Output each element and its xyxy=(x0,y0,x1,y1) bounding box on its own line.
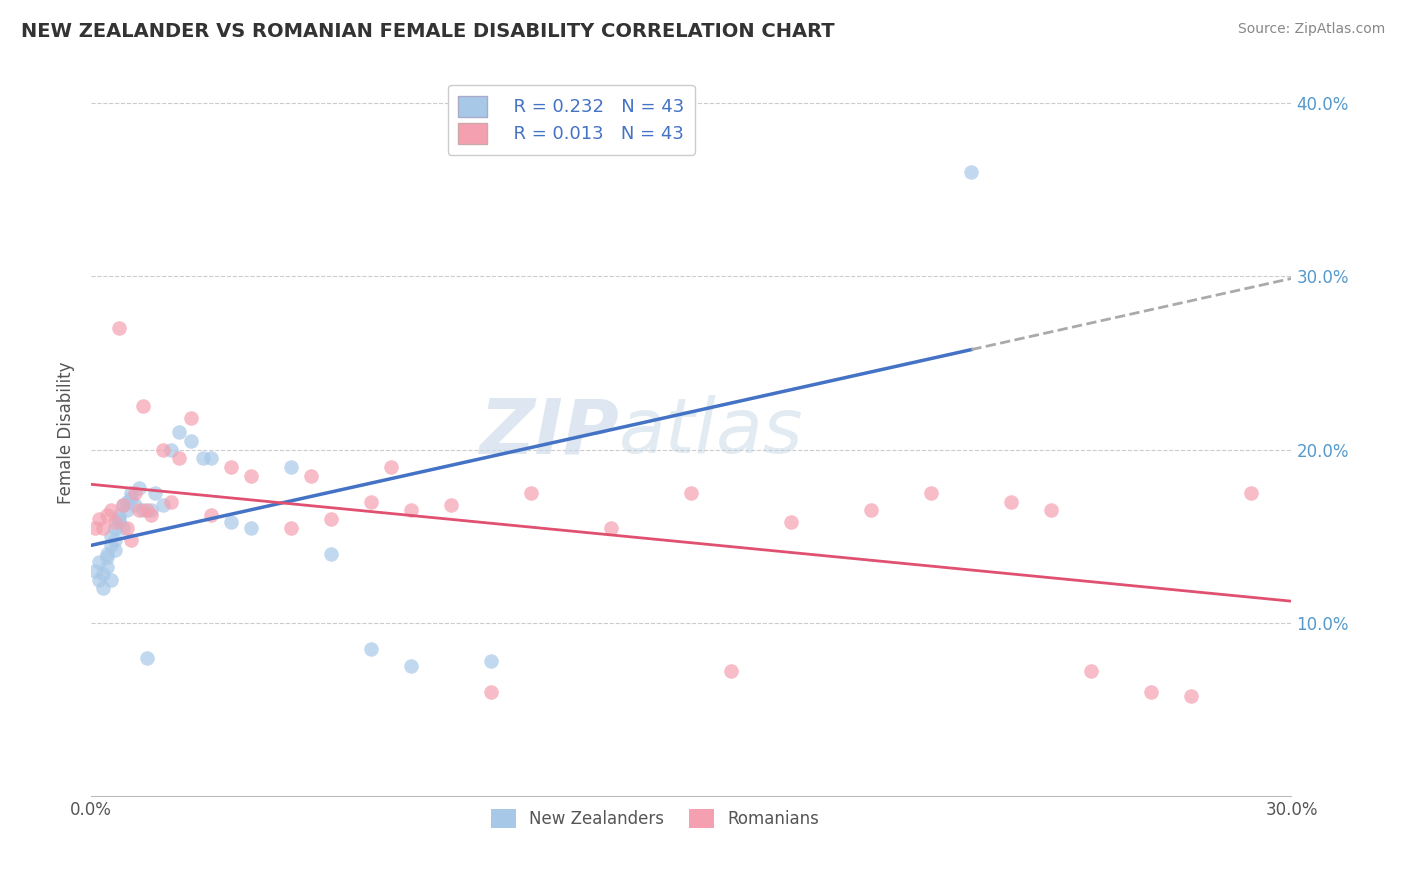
Point xyxy=(120,486,142,500)
Point xyxy=(920,486,942,500)
Point xyxy=(720,665,742,679)
Point xyxy=(380,459,402,474)
Point xyxy=(91,581,114,595)
Point xyxy=(1140,685,1163,699)
Point xyxy=(89,512,111,526)
Point xyxy=(84,564,107,578)
Point xyxy=(180,434,202,448)
Point xyxy=(104,543,127,558)
Point xyxy=(180,411,202,425)
Point xyxy=(200,508,222,523)
Point xyxy=(280,459,302,474)
Point xyxy=(780,516,803,530)
Point xyxy=(321,547,343,561)
Point xyxy=(479,654,502,668)
Point xyxy=(399,503,422,517)
Point xyxy=(96,560,118,574)
Point xyxy=(143,486,166,500)
Point xyxy=(240,468,263,483)
Point xyxy=(104,520,127,534)
Point xyxy=(681,486,703,500)
Point xyxy=(160,494,183,508)
Text: ZIP: ZIP xyxy=(479,395,619,469)
Point xyxy=(96,547,118,561)
Point xyxy=(120,491,142,505)
Point xyxy=(299,468,322,483)
Point xyxy=(112,498,135,512)
Point xyxy=(132,503,155,517)
Point xyxy=(219,459,242,474)
Point xyxy=(219,516,242,530)
Point xyxy=(136,503,159,517)
Point xyxy=(280,520,302,534)
Point xyxy=(108,512,131,526)
Point xyxy=(141,503,163,517)
Point xyxy=(84,520,107,534)
Point xyxy=(115,494,138,508)
Point xyxy=(1180,689,1202,703)
Point xyxy=(96,508,118,523)
Point xyxy=(89,555,111,569)
Point xyxy=(193,451,215,466)
Y-axis label: Female Disability: Female Disability xyxy=(58,361,75,504)
Point xyxy=(115,520,138,534)
Point xyxy=(108,508,131,523)
Point xyxy=(128,481,150,495)
Point xyxy=(1080,665,1102,679)
Point xyxy=(100,538,122,552)
Point xyxy=(124,498,146,512)
Point xyxy=(152,498,174,512)
Point xyxy=(100,573,122,587)
Point xyxy=(104,533,127,547)
Point xyxy=(100,529,122,543)
Text: Source: ZipAtlas.com: Source: ZipAtlas.com xyxy=(1237,22,1385,37)
Point xyxy=(1240,486,1263,500)
Point xyxy=(115,503,138,517)
Point xyxy=(141,508,163,523)
Legend: New Zealanders, Romanians: New Zealanders, Romanians xyxy=(484,803,827,835)
Point xyxy=(120,533,142,547)
Point xyxy=(100,503,122,517)
Point xyxy=(108,321,131,335)
Point xyxy=(600,520,623,534)
Point xyxy=(89,573,111,587)
Point xyxy=(520,486,543,500)
Point xyxy=(167,451,190,466)
Point xyxy=(96,549,118,564)
Point xyxy=(360,641,382,656)
Point xyxy=(1000,494,1022,508)
Point xyxy=(399,659,422,673)
Point xyxy=(960,165,983,179)
Point xyxy=(440,498,463,512)
Text: NEW ZEALANDER VS ROMANIAN FEMALE DISABILITY CORRELATION CHART: NEW ZEALANDER VS ROMANIAN FEMALE DISABIL… xyxy=(21,22,835,41)
Point xyxy=(200,451,222,466)
Point xyxy=(112,520,135,534)
Point xyxy=(360,494,382,508)
Point xyxy=(108,516,131,530)
Point xyxy=(104,516,127,530)
Point xyxy=(112,498,135,512)
Point xyxy=(91,567,114,582)
Point xyxy=(132,400,155,414)
Point xyxy=(91,520,114,534)
Point xyxy=(128,503,150,517)
Point xyxy=(240,520,263,534)
Point xyxy=(160,442,183,457)
Point xyxy=(321,512,343,526)
Point xyxy=(167,425,190,440)
Point xyxy=(136,650,159,665)
Point xyxy=(1040,503,1063,517)
Point xyxy=(860,503,883,517)
Point xyxy=(152,442,174,457)
Point xyxy=(479,685,502,699)
Point xyxy=(124,486,146,500)
Text: atlas: atlas xyxy=(619,395,804,469)
